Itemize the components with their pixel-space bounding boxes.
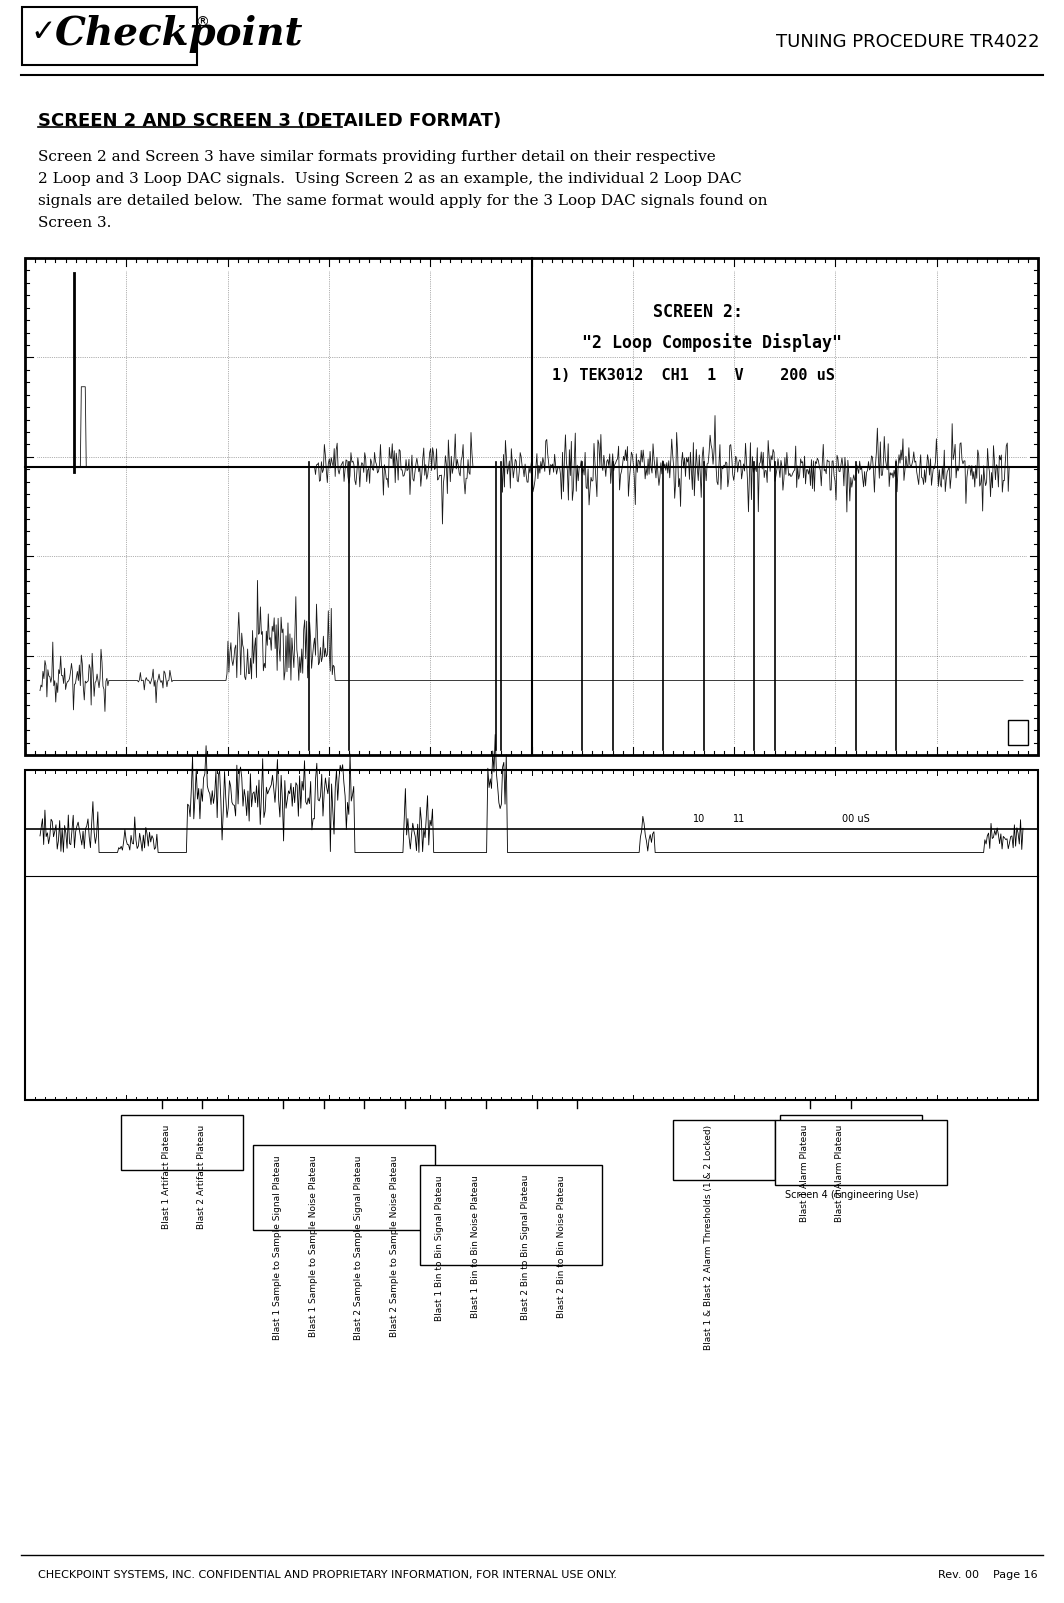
Text: Blast 2 Sample to Sample Signal Plateau: Blast 2 Sample to Sample Signal Plateau (354, 1156, 363, 1340)
Text: SCREEN 2:: SCREEN 2: (653, 303, 743, 321)
Text: Screen 4 (Engineering Use): Screen 4 (Engineering Use) (784, 1189, 918, 1201)
Text: 2 Loop and 3 Loop DAC signals.  Using Screen 2 as an example, the individual 2 L: 2 Loop and 3 Loop DAC signals. Using Scr… (38, 172, 742, 186)
Bar (775, 1120, 947, 1185)
Text: Blast 1 Sample to Sample Signal Plateau: Blast 1 Sample to Sample Signal Plateau (273, 1156, 282, 1340)
Text: ✓: ✓ (30, 18, 55, 46)
Text: Blast 2 Bin to Bin Signal Plateau: Blast 2 Bin to Bin Signal Plateau (521, 1175, 530, 1321)
Bar (121, 1116, 243, 1170)
Text: TUNING PROCEDURE TR4022: TUNING PROCEDURE TR4022 (777, 34, 1040, 51)
Bar (22, 6, 197, 66)
Bar (420, 1165, 602, 1265)
Bar (253, 1145, 435, 1230)
Text: "2 Loop Composite Display": "2 Loop Composite Display" (582, 333, 842, 353)
Text: 00 uS: 00 uS (842, 814, 869, 824)
Text: Blast 2 Bin to Bin Noise Plateau: Blast 2 Bin to Bin Noise Plateau (556, 1175, 566, 1318)
Text: 1) TEK3012  CH1  1  V    200 uS: 1) TEK3012 CH1 1 V 200 uS (552, 369, 834, 383)
Text: SCREEN 2 AND SCREEN 3 (DETAILED FORMAT): SCREEN 2 AND SCREEN 3 (DETAILED FORMAT) (38, 112, 501, 130)
Text: Blast 1 Alarm Plateau: Blast 1 Alarm Plateau (800, 1125, 809, 1223)
Text: ®: ® (195, 16, 209, 30)
Text: Blast 2 Sample to Sample Noise Plateau: Blast 2 Sample to Sample Noise Plateau (389, 1156, 399, 1337)
Text: Screen 2 and Screen 3 have similar formats providing further detail on their res: Screen 2 and Screen 3 have similar forma… (38, 151, 716, 164)
Text: Blast 2 Alarm Plateau: Blast 2 Alarm Plateau (835, 1125, 845, 1223)
Text: Blast 1 Sample to Sample Noise Plateau: Blast 1 Sample to Sample Noise Plateau (309, 1156, 318, 1337)
Text: Blast 1 Artifact Plateau: Blast 1 Artifact Plateau (162, 1125, 170, 1230)
Text: 10: 10 (693, 814, 704, 824)
Text: Blast 1 & Blast 2 Alarm Thresholds (1 & 2 Locked): Blast 1 & Blast 2 Alarm Thresholds (1 & … (703, 1125, 713, 1350)
Text: signals are detailed below.  The same format would apply for the 3 Loop DAC sign: signals are detailed below. The same for… (38, 194, 767, 208)
Text: Blast 1 Bin to Bin Signal Plateau: Blast 1 Bin to Bin Signal Plateau (435, 1175, 445, 1321)
Text: Screen 3.: Screen 3. (38, 216, 112, 229)
Text: Blast 1 Bin to Bin Noise Plateau: Blast 1 Bin to Bin Noise Plateau (470, 1175, 480, 1318)
Bar (24, 769, 1038, 1100)
Text: Checkpoint: Checkpoint (55, 14, 303, 53)
Bar (1008, 720, 1028, 745)
Text: 11: 11 (733, 814, 745, 824)
Bar (24, 258, 1038, 755)
Text: Rev. 00    Page 16: Rev. 00 Page 16 (938, 1569, 1038, 1581)
Text: CHECKPOINT SYSTEMS, INC. CONFIDENTIAL AND PROPRIETARY INFORMATION, FOR INTERNAL : CHECKPOINT SYSTEMS, INC. CONFIDENTIAL AN… (38, 1569, 617, 1581)
Text: Blast 2 Artifact Plateau: Blast 2 Artifact Plateau (197, 1125, 206, 1230)
Bar (780, 1116, 921, 1170)
Bar (674, 1120, 775, 1180)
